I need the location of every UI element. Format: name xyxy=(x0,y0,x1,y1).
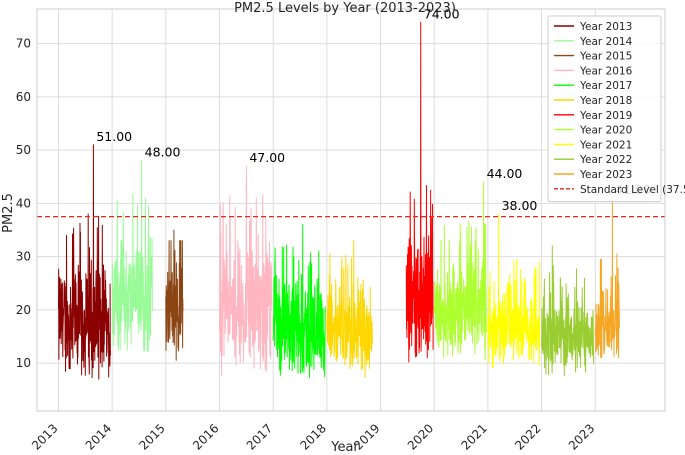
x-tick-label: 2021 xyxy=(458,421,489,452)
y-tick-label: 40 xyxy=(16,196,31,210)
legend: Year 2013 Year 2014 Year 2015 Year 2016 Year… xyxy=(547,15,685,203)
x-tick-label: 2018 xyxy=(297,421,328,452)
x-tick-label: 2023 xyxy=(566,421,597,452)
x-tick-label: 2013 xyxy=(29,421,60,452)
plot-frame xyxy=(36,8,666,412)
series-line-year-2015 xyxy=(165,229,184,361)
legend-label: Year 2020 xyxy=(579,125,632,137)
series-line-year-2020 xyxy=(433,181,487,361)
legend-label: Standard Level (37.5) xyxy=(580,184,685,196)
y-tick-label: 10 xyxy=(16,356,31,370)
y-tick-label: 30 xyxy=(16,250,31,264)
y-tick-label: 70 xyxy=(16,37,31,51)
legend-label: Year 2023 xyxy=(579,169,632,181)
y-axis-title: PM2.5 xyxy=(1,193,16,233)
x-tick-label: 2016 xyxy=(190,421,221,452)
peak-label: 51.00 xyxy=(96,129,132,144)
x-tick-label: 2017 xyxy=(244,421,275,452)
chart-title: PM2.5 Levels by Year (2013-2023) xyxy=(234,1,456,16)
peak-label: 44.00 xyxy=(487,166,523,181)
series-line-year-2014 xyxy=(111,160,153,353)
series-line-year-2013 xyxy=(58,144,111,380)
y-tick-label: 60 xyxy=(16,90,31,104)
legend-label: Year 2016 xyxy=(579,65,633,77)
legend-label: Year 2014 xyxy=(579,36,633,48)
peak-label: 74.00 xyxy=(424,6,460,21)
x-tick-label: 2022 xyxy=(512,421,543,452)
legend-label: Year 2015 xyxy=(579,51,632,63)
peak-label: 47.00 xyxy=(249,150,285,165)
legend-label: Year 2019 xyxy=(579,110,632,122)
x-tick-label: 2014 xyxy=(83,421,114,452)
y-tick-label: 50 xyxy=(16,143,31,157)
legend-box xyxy=(547,15,662,203)
legend-label: Year 2017 xyxy=(579,80,632,92)
x-tick-label: 2015 xyxy=(136,421,167,452)
series-lines xyxy=(58,21,620,380)
series-line-year-2018 xyxy=(326,240,373,378)
series-line-year-2016 xyxy=(219,165,273,376)
series-line-year-2023 xyxy=(594,197,620,359)
series-line-year-2019 xyxy=(405,21,434,363)
legend-label: Year 2021 xyxy=(579,139,632,151)
peak-label: 38.00 xyxy=(502,198,538,213)
series-line-year-2022 xyxy=(541,245,595,377)
x-axis-title: Year xyxy=(330,440,359,455)
series-line-year-2017 xyxy=(272,224,326,378)
legend-label: Year 2022 xyxy=(579,154,632,166)
legend-label: Year 2013 xyxy=(579,21,632,33)
peak-label: 48.00 xyxy=(145,145,181,160)
y-tick-label: 20 xyxy=(16,303,31,317)
legend-label: Year 2018 xyxy=(579,95,632,107)
x-tick-label: 2020 xyxy=(405,421,436,452)
series-line-year-2021 xyxy=(487,213,541,368)
